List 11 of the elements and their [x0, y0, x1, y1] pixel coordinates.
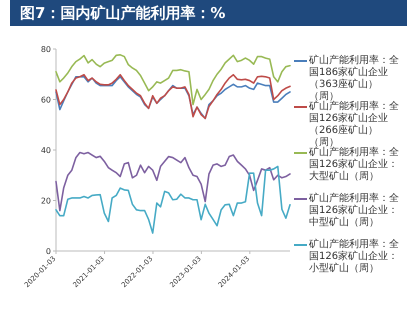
legend-label: 矿山产能利用率：全国126家矿山企业（266座矿山）（周）	[309, 101, 400, 148]
y-tick-label: 60	[40, 96, 51, 104]
y-tick-label: 80	[40, 45, 51, 54]
legend-label: 矿山产能利用率：全国186家矿山企业（363座矿山）（周）	[309, 55, 400, 102]
legend-label: 矿山产能利用率：全国126家矿山企业：小型矿山（周）	[309, 239, 400, 275]
y-tick-label: 20	[40, 196, 51, 206]
legend-label: 矿山产能利用率：全国126家矿山企业：大型矿山（周）	[309, 147, 400, 183]
chart-title: 图7：国内矿山产能利用率：%	[10, 0, 407, 26]
legend-label: 矿山产能利用率：全国126家矿山企业：中型矿山（周）	[309, 193, 400, 229]
y-tick-label: 0	[46, 247, 51, 256]
y-tick-label: 40	[40, 146, 51, 155]
